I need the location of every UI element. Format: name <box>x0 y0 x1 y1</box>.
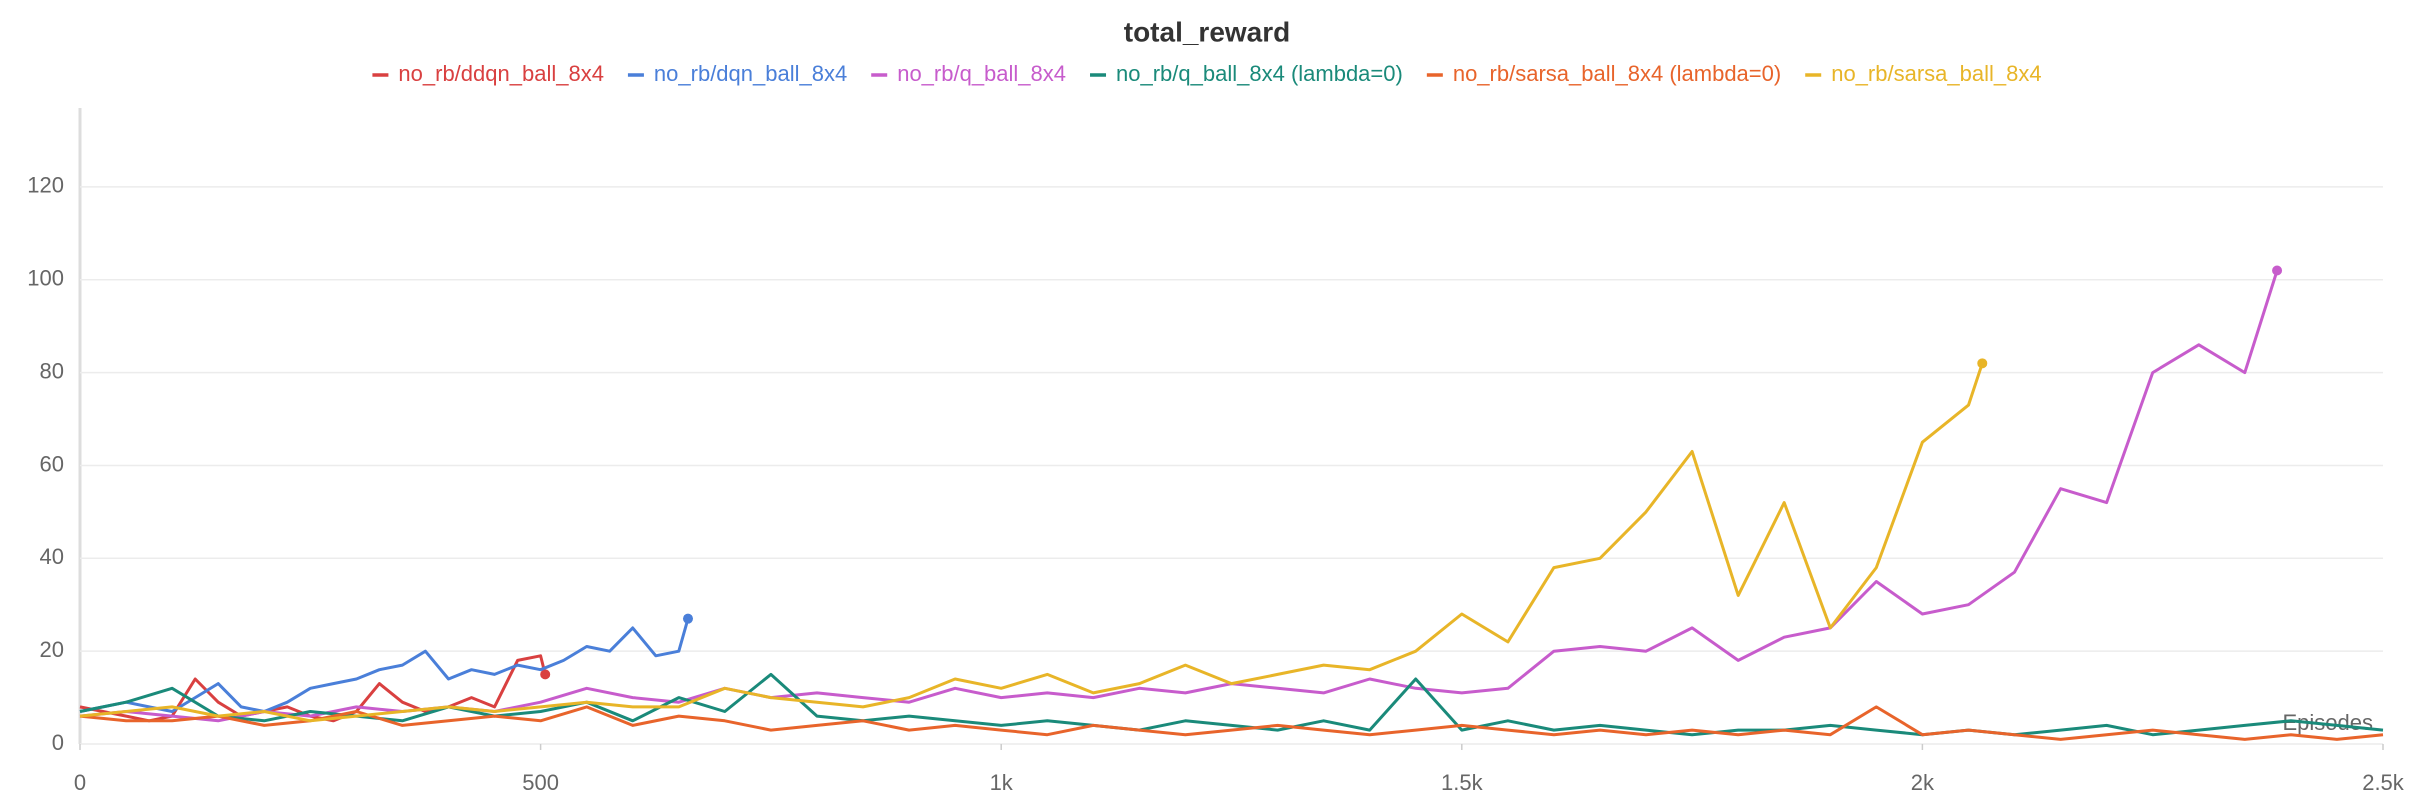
legend-label: no_rb/sarsa_ball_8x4 (lambda=0) <box>1453 61 1781 86</box>
x-tick-label: 2.5k <box>2362 770 2405 795</box>
series-end-dot <box>2272 265 2283 276</box>
legend-label: no_rb/ddqn_ball_8x4 <box>398 61 604 86</box>
legend-item: no_rb/sarsa_ball_8x4 <box>1805 61 2042 86</box>
x-tick-label: 1k <box>990 770 1014 795</box>
legend-item: no_rb/sarsa_ball_8x4 (lambda=0) <box>1426 61 1781 86</box>
legend-item: no_rb/dqn_ball_8x4 <box>627 61 847 86</box>
y-tick-label: 60 <box>40 451 64 476</box>
legend-item: no_rb/ddqn_ball_8x4 <box>372 61 604 86</box>
legend: no_rb/ddqn_ball_8x4 no_rb/dqn_ball_8x4 no_… <box>372 61 2042 86</box>
series-line <box>79 362 1984 723</box>
legend-label: no_rb/sarsa_ball_8x4 <box>1831 61 2041 86</box>
x-tick-label: 1.5k <box>1441 770 1484 795</box>
y-tick-label: 40 <box>40 544 64 569</box>
series-end-dot <box>1977 358 1988 369</box>
series-end-dot <box>682 613 693 624</box>
y-tick-label: 120 <box>27 173 64 198</box>
y-tick-label: 0 <box>52 730 64 755</box>
series-line <box>79 270 2279 723</box>
x-tick-label: 500 <box>522 770 559 795</box>
legend-label: no_rb/q_ball_8x4 (lambda=0) <box>1116 61 1403 86</box>
y-tick-label: 80 <box>40 358 64 383</box>
y-tick-label: 20 <box>40 637 64 662</box>
chart-title: total_reward <box>1124 16 1291 47</box>
x-tick-label: 2k <box>1911 770 1935 795</box>
y-tick-label: 100 <box>27 266 64 291</box>
legend-item: no_rb/q_ball_8x4 <box>871 61 1066 86</box>
series-line <box>79 705 2384 741</box>
legend-label: no_rb/dqn_ball_8x4 <box>654 61 847 86</box>
legend-label: no_rb/q_ball_8x4 <box>897 61 1066 86</box>
series-end-dot <box>540 669 551 680</box>
x-tick-label: 0 <box>74 770 86 795</box>
legend-item: no_rb/q_ball_8x4 (lambda=0) <box>1090 61 1403 86</box>
series-line <box>79 618 690 713</box>
